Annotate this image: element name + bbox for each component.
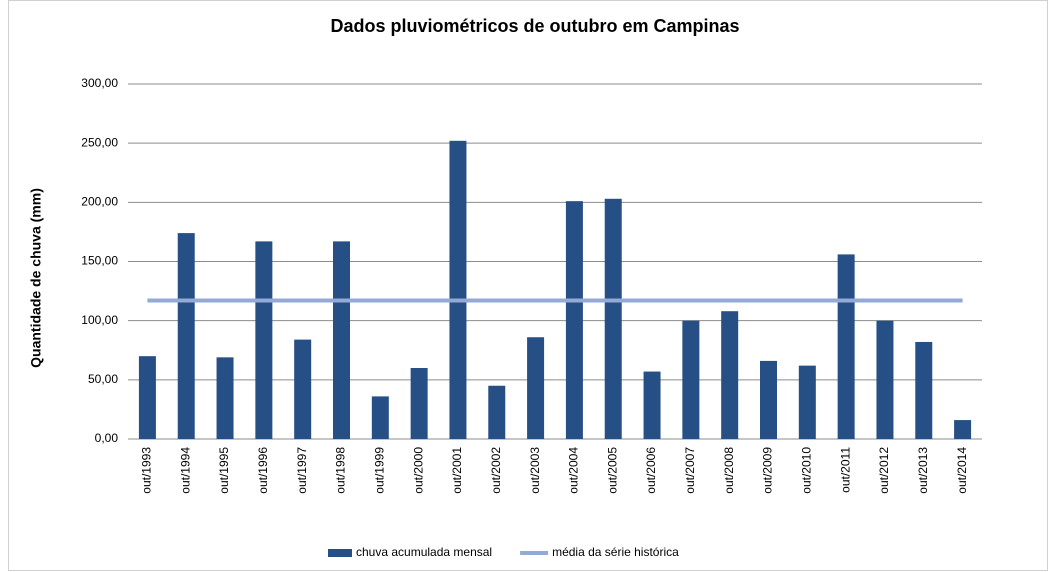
x-tick-label: out/2002 bbox=[489, 447, 503, 494]
x-tick-label: out/1994 bbox=[178, 447, 192, 494]
y-tick-label: 100,00 bbox=[81, 313, 118, 327]
x-tick-label: out/2009 bbox=[761, 447, 775, 494]
y-tick-label: 150,00 bbox=[81, 254, 118, 268]
x-tick-label: out/2000 bbox=[411, 447, 425, 494]
x-tick-label: out/2004 bbox=[567, 447, 581, 494]
x-tick-label: out/1993 bbox=[140, 447, 154, 494]
x-tick-label: out/2014 bbox=[955, 447, 969, 494]
x-tick-label: out/1995 bbox=[217, 447, 231, 494]
bar bbox=[138, 356, 156, 439]
chart-title: Dados pluviométricos de outubro em Campi… bbox=[330, 16, 739, 36]
bar bbox=[604, 198, 622, 439]
x-tick-label: out/2008 bbox=[722, 447, 736, 494]
x-tick-label: out/1996 bbox=[256, 447, 270, 494]
y-tick-label: 200,00 bbox=[81, 195, 118, 209]
bar bbox=[837, 254, 855, 439]
bar bbox=[449, 140, 467, 440]
bar bbox=[565, 201, 583, 439]
bar bbox=[216, 357, 234, 439]
x-tick-label: out/2010 bbox=[799, 447, 813, 494]
x-tick-label: out/2001 bbox=[450, 447, 464, 494]
x-tick-label: out/1999 bbox=[372, 447, 386, 494]
bar bbox=[760, 360, 777, 439]
bar bbox=[954, 420, 972, 439]
legend-swatch bbox=[328, 549, 352, 557]
x-tick-label: out/2007 bbox=[683, 447, 697, 494]
bar bbox=[488, 385, 506, 439]
y-tick-label: 300,00 bbox=[81, 76, 118, 90]
bar bbox=[177, 233, 195, 439]
bar bbox=[255, 241, 273, 439]
y-axis-title: Quantidade de chuva (mm) bbox=[28, 188, 44, 368]
bar bbox=[915, 341, 933, 439]
y-tick-label: 0,00 bbox=[95, 431, 119, 445]
x-tick-label: out/2003 bbox=[528, 447, 542, 494]
legend-label: chuva acumulada mensal bbox=[356, 545, 492, 559]
x-tick-label: out/2005 bbox=[605, 447, 619, 494]
x-tick-label: out/2011 bbox=[838, 447, 852, 493]
legend-label: média da série histórica bbox=[552, 545, 679, 559]
x-tick-label: out/2012 bbox=[877, 447, 891, 494]
bar bbox=[876, 320, 894, 439]
x-tick-label: out/1998 bbox=[334, 447, 348, 494]
bar bbox=[798, 365, 816, 439]
bar bbox=[721, 311, 739, 439]
y-tick-label: 250,00 bbox=[81, 135, 118, 149]
bar bbox=[410, 368, 428, 439]
bar bbox=[333, 241, 350, 439]
bar bbox=[371, 396, 389, 439]
bar bbox=[643, 371, 661, 439]
bar bbox=[527, 337, 545, 439]
x-tick-label: out/2013 bbox=[916, 447, 930, 494]
bar bbox=[682, 320, 700, 439]
bar bbox=[294, 339, 312, 439]
y-tick-label: 50,00 bbox=[88, 372, 118, 386]
x-tick-label: out/2006 bbox=[644, 447, 658, 494]
x-tick-label: out/1997 bbox=[295, 447, 309, 494]
